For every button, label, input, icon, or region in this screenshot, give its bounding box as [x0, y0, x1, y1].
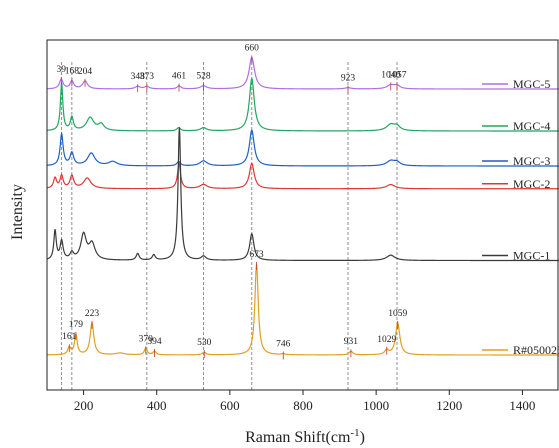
- y-axis-label: Intensity: [9, 184, 26, 240]
- x-axis-label-close: ): [360, 429, 365, 446]
- legend-label: R#050025: [513, 343, 559, 357]
- peak-label: 1057: [387, 71, 406, 81]
- peak-label: 528: [196, 72, 211, 82]
- peak-label: 673: [249, 250, 264, 260]
- x-axis: 200 400 600 800 1000 1200 1400: [74, 390, 535, 413]
- series-line-4: [46, 161, 559, 190]
- peak-label: 1040: [381, 70, 400, 80]
- series-line-1: [46, 56, 559, 90]
- peak-label: 461: [172, 72, 187, 82]
- series-line-6: [46, 263, 559, 356]
- peak-label: 923: [341, 74, 356, 84]
- peak-label: 161: [62, 332, 77, 342]
- peak-label: 39: [57, 65, 67, 75]
- x-axis-label-sup: -1: [350, 427, 359, 439]
- peak-label: 394: [147, 337, 162, 347]
- peak-label: 370: [139, 334, 154, 344]
- legend-label: MGC-1: [513, 249, 550, 263]
- peak-label: 373: [140, 72, 155, 82]
- x-tick-label: 600: [220, 398, 240, 413]
- peak-label: 931: [344, 337, 359, 347]
- legend: MGC-5 MGC-4 MGC-3 MGC-2 MGC-1 R#050025: [482, 77, 559, 357]
- x-tick-label: 1200: [436, 398, 462, 413]
- x-tick-label: 1400: [509, 398, 535, 413]
- peak-label: 1059: [388, 309, 407, 319]
- legend-label: MGC-3: [513, 154, 550, 168]
- peak-markers: [60, 55, 399, 360]
- peak-label: 179: [69, 320, 84, 330]
- x-axis-label-main: Raman Shift(cm: [245, 429, 351, 446]
- legend-label: MGC-5: [513, 77, 550, 91]
- x-axis-label: Raman Shift(cm-1): [245, 427, 365, 446]
- legend-label: MGC-2: [513, 177, 550, 191]
- series-line-3: [46, 129, 559, 167]
- peak-label: 746: [276, 340, 291, 350]
- peak-label: 660: [245, 43, 260, 53]
- x-tick-label: 1000: [363, 398, 389, 413]
- peak-label: 204: [78, 67, 93, 77]
- series-line-2: [46, 77, 559, 132]
- peak-label: 348: [131, 72, 146, 82]
- series-line-5: [46, 127, 559, 262]
- x-tick-label: 800: [293, 398, 313, 413]
- plot-frame: [46, 39, 559, 391]
- x-tick-label: 200: [74, 398, 94, 413]
- x-tick-label: 400: [147, 398, 167, 413]
- peak-label: 168: [65, 66, 80, 76]
- peak-label: 1029: [377, 335, 396, 345]
- series-layer: [46, 56, 559, 356]
- peak-label: 530: [197, 338, 212, 348]
- legend-label: MGC-4: [513, 119, 550, 133]
- peak-label: 223: [85, 309, 100, 319]
